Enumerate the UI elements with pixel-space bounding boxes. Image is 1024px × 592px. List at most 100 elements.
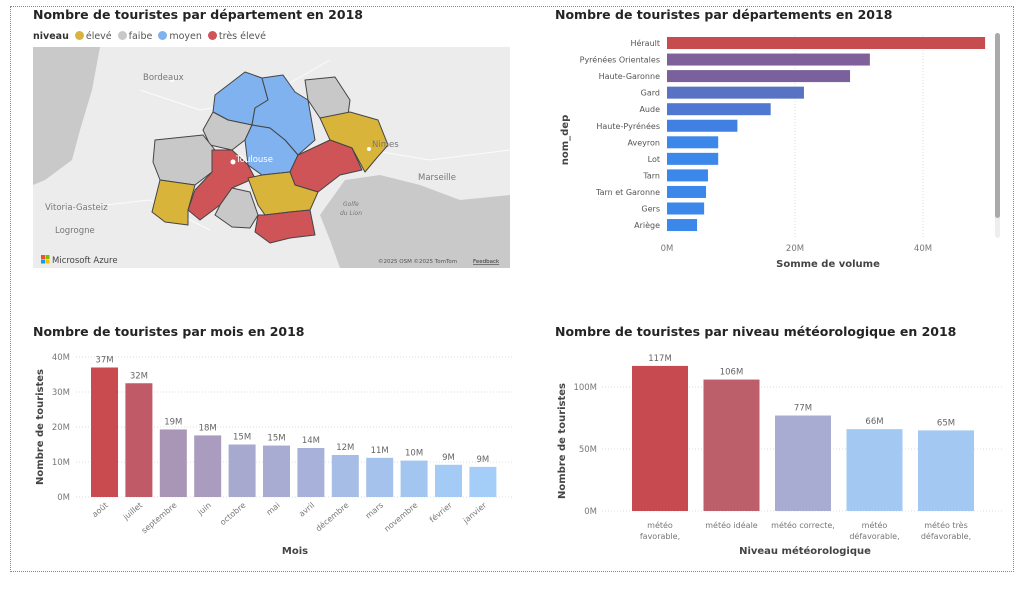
- map-label-toulouse: Toulouse: [235, 155, 273, 165]
- data-label: 117M: [648, 354, 672, 364]
- category-label: Pyrénées Orientales: [580, 55, 660, 65]
- dept-chart-scrollbar[interactable]: [995, 33, 1000, 238]
- x-tick-label: 0M: [661, 244, 674, 254]
- bar: [91, 367, 118, 497]
- category-label: Aude: [639, 105, 660, 114]
- category-label: Tarn et Garonne: [595, 188, 660, 197]
- category-label: météo très défavorable,: [921, 520, 971, 541]
- map-label-vitoria: Vitoria-Gasteiz: [45, 203, 108, 213]
- data-label: 32M: [130, 371, 148, 381]
- bar: [667, 70, 851, 83]
- legend-item-tres-eleve[interactable]: très élevé: [207, 31, 266, 42]
- category-label: janvier: [461, 500, 489, 526]
- weather-chart-title: Nombre de touristes par niveau météorolo…: [555, 324, 957, 339]
- legend-item-faible[interactable]: faibe: [117, 31, 152, 42]
- microsoft-azure-logo: Microsoft Azure: [41, 255, 118, 266]
- legend-item-eleve[interactable]: élevé: [74, 31, 112, 42]
- category-label: Aveyron: [628, 138, 660, 147]
- data-label: 106M: [720, 368, 744, 378]
- bar: [400, 460, 428, 497]
- bar: [667, 119, 738, 132]
- data-label: 11M: [371, 446, 389, 456]
- map-label-golfe: Golfe: [343, 201, 359, 208]
- bar: [667, 37, 986, 49]
- category-label: météo correcte,: [771, 520, 835, 530]
- map-ocean-atlantic: [33, 47, 100, 185]
- category-label: septembre: [140, 501, 179, 536]
- bar: [228, 444, 256, 497]
- category-label: Lot: [648, 155, 660, 164]
- y-axis-title: Nombre de touristes: [557, 383, 568, 499]
- data-label: 66M: [865, 417, 883, 427]
- bar: [667, 169, 708, 182]
- data-label: 14M: [302, 436, 320, 446]
- category-label: décembre: [313, 500, 350, 534]
- map[interactable]: Bordeaux Toulouse Nimes Marseille Vitori…: [33, 47, 510, 268]
- category-label: octobre: [218, 501, 247, 528]
- bar: [667, 136, 719, 149]
- category-label: météo favorable,: [640, 520, 680, 541]
- svg-text:Microsoft Azure: Microsoft Azure: [52, 256, 118, 266]
- region-hautes-pyrenees: [151, 179, 196, 226]
- category-label: Hérault: [630, 38, 660, 48]
- feedback-link[interactable]: Feedback: [473, 259, 500, 265]
- category-label: mai: [265, 501, 282, 517]
- report-canvas: [10, 6, 1014, 572]
- bar: [297, 448, 325, 497]
- data-label: 65M: [937, 418, 955, 428]
- y-axis-title: Nombre de touristes: [35, 369, 46, 485]
- data-label: 9M: [442, 453, 455, 463]
- data-label: 12M: [336, 443, 354, 453]
- region-ariege: [214, 187, 259, 229]
- legend-title: niveau: [33, 31, 69, 42]
- y-tick-label: 50M: [579, 445, 597, 455]
- data-label: 37M: [95, 356, 113, 366]
- map-label-marseille: Marseille: [418, 173, 456, 183]
- category-label: juin: [195, 501, 213, 518]
- data-label: 19M: [164, 417, 182, 427]
- map-sea-mediterranean: [320, 175, 510, 268]
- bar: [435, 464, 462, 497]
- y-tick-label: 0M: [584, 507, 597, 517]
- region-gers: [152, 134, 216, 186]
- bar: [366, 457, 394, 497]
- bar: [194, 435, 222, 497]
- bar: [667, 185, 707, 198]
- y-tick-label: 20M: [52, 423, 70, 433]
- bar: [667, 103, 771, 116]
- bar: [263, 445, 290, 497]
- category-label: Tarn: [642, 171, 660, 180]
- map-legend: niveau élevé faibe moyen très élevé: [33, 31, 266, 42]
- month-chart-title: Nombre de touristes par mois en 2018: [33, 324, 305, 339]
- map-label-logrono: Logrogne: [55, 226, 95, 236]
- map-title: Nombre de touristes par département en 2…: [33, 7, 363, 22]
- category-label: août: [90, 501, 110, 519]
- bar: [667, 86, 804, 99]
- x-tick-label: 40M: [914, 244, 932, 254]
- x-axis-title: Niveau météorologique: [739, 545, 871, 557]
- category-label: février: [427, 499, 454, 524]
- data-label: 15M: [233, 433, 251, 443]
- category-label: météo défavorable,: [849, 520, 899, 541]
- bar: [159, 429, 187, 497]
- bar: [667, 219, 698, 232]
- bar: [918, 430, 974, 511]
- y-axis-title: nom_dep: [560, 115, 571, 166]
- bar: [125, 383, 153, 497]
- y-tick-label: 10M: [52, 458, 70, 468]
- legend-item-moyen[interactable]: moyen: [158, 31, 202, 42]
- scrollbar-thumb[interactable]: [995, 33, 1000, 218]
- bar: [775, 415, 831, 511]
- category-label: Haute-Pyrénées: [596, 121, 660, 131]
- bar: [703, 379, 760, 511]
- y-tick-label: 30M: [52, 388, 70, 398]
- data-label: 18M: [199, 423, 217, 433]
- x-axis-title: Somme de volume: [776, 259, 880, 270]
- map-label-nimes: Nimes: [372, 140, 399, 150]
- data-label: 15M: [267, 434, 285, 444]
- category-label: avril: [297, 501, 316, 519]
- data-label: 9M: [477, 455, 490, 465]
- bar: [667, 152, 719, 165]
- region-aude: [247, 171, 319, 216]
